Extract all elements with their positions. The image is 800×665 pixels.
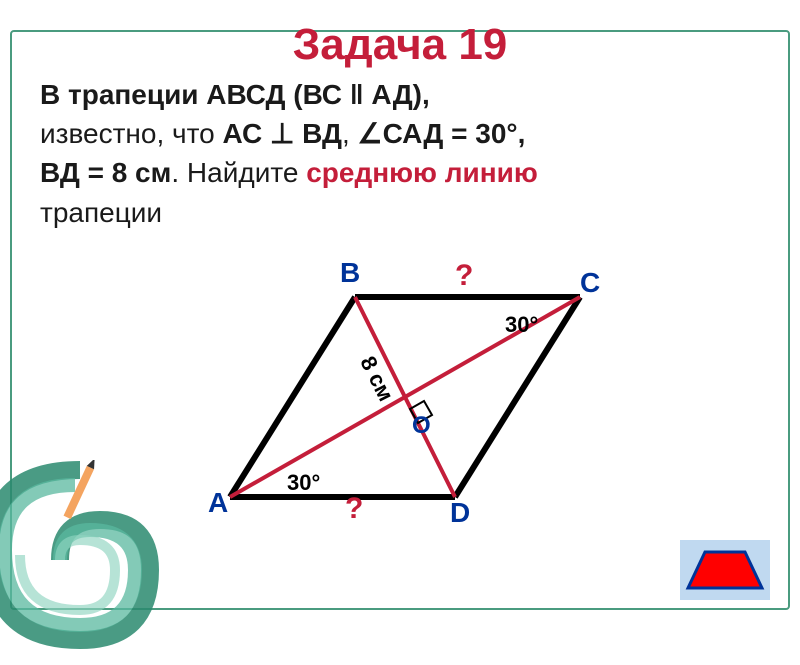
- angle-A-label: 30°: [287, 470, 320, 496]
- problem-title: Задача 19: [0, 20, 800, 70]
- question-AD: ?: [345, 492, 363, 526]
- problem-statement: В трапеции АВСД (ВС ‖ АД), известно, что…: [0, 70, 800, 237]
- spiral-decoration: [0, 460, 160, 660]
- trapezoid-icon: [680, 540, 770, 600]
- vertex-label-D: D: [450, 497, 470, 529]
- vertex-label-A: А: [208, 487, 228, 519]
- question-BC: ?: [455, 259, 473, 293]
- vertex-label-C: С: [580, 267, 600, 299]
- vertex-label-B: В: [340, 257, 360, 289]
- angle-C-label: 30°: [505, 312, 538, 338]
- vertex-label-O: О: [412, 412, 431, 440]
- trapezoid-diagram: А В С D О 30° 30° 8 см ? ?: [150, 247, 650, 547]
